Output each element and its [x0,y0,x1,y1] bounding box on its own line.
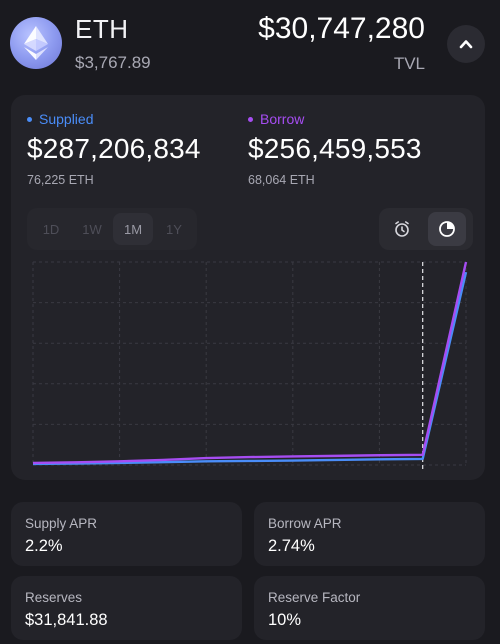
asset-price: $3,767.89 [75,53,151,72]
tvl-label: TVL [393,54,425,73]
borrow-apr-label: Borrow APR [268,516,342,531]
borrow-tokens: 68,064 ETH [248,173,315,187]
asset-header: ETH $3,767.89 $30,747,280 TVL [0,0,500,90]
chart-grid [32,261,467,466]
chart-series [32,261,468,466]
supplied-label: Supplied [39,111,94,127]
supplied-dot [27,116,32,122]
market-chart-card: Supplied $287,206,834 76,225 ETH Borrow … [11,95,485,480]
chart-view-toggle [379,208,473,250]
tvl-value: $30,747,280 [258,12,425,45]
tab-1d[interactable]: 1D [42,221,60,237]
collapse-button[interactable] [447,25,485,63]
time-range-tabs: 1D 1W 1M 1Y [27,208,197,250]
reserve-factor-value: 10% [268,611,302,629]
supplied-amount: $287,206,834 [27,133,201,164]
supply-apr-value: 2.2% [25,537,63,555]
asset-name: ETH [75,14,129,44]
supply-apr-card: Supply APR 2.2% [11,502,242,566]
reserve-factor-card: Reserve Factor 10% [254,576,485,640]
tab-1m[interactable]: 1M [113,213,153,245]
pie-view-button[interactable] [428,212,466,246]
supplied-tokens: 76,225 ETH [27,173,94,187]
borrow-apr-card: Borrow APR 2.74% [254,502,485,566]
borrow-amount: $256,459,553 [248,133,422,164]
reserve-factor-label: Reserve Factor [268,590,361,605]
supplied-stat: Supplied $287,206,834 76,225 ETH [27,111,201,187]
tab-1w[interactable]: 1W [82,221,102,237]
series-line-supplied [32,271,468,466]
borrow-apr-value: 2.74% [268,537,315,555]
borrow-dot [248,116,253,122]
tvl-line-chart [32,261,468,469]
borrow-stat: Borrow $256,459,553 68,064 ETH [248,111,422,187]
history-view-button[interactable] [383,212,421,246]
eth-logo-icon [10,17,62,69]
reserves-value: $31,841.88 [25,611,108,629]
tab-1y[interactable]: 1Y [166,221,182,237]
chevron-up-icon [459,40,473,49]
reserves-card: Reserves $31,841.88 [11,576,242,640]
reserves-label: Reserves [25,590,83,605]
supply-apr-label: Supply APR [25,516,98,531]
clock-icon [395,221,409,237]
borrow-label: Borrow [260,111,305,127]
pie-chart-icon [439,221,455,237]
series-line-borrow [32,261,468,465]
